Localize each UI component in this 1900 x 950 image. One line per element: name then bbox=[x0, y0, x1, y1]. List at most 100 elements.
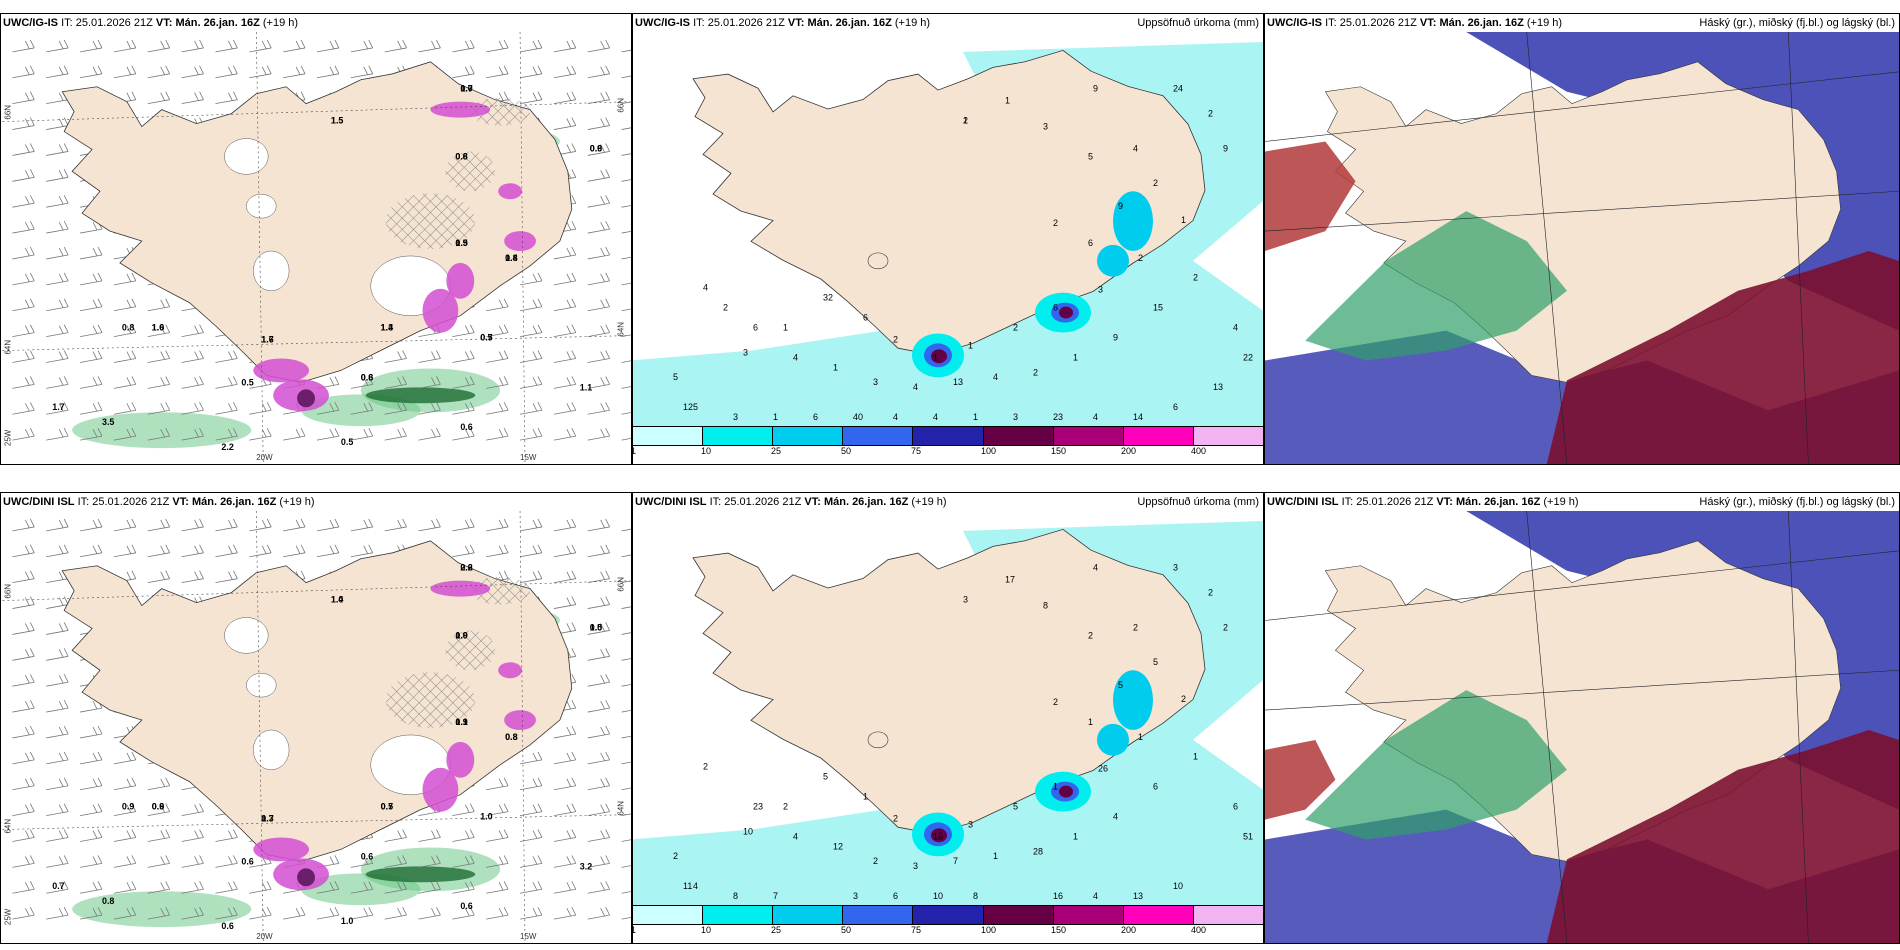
precip-value: 12 bbox=[683, 402, 693, 412]
wind-barb bbox=[553, 881, 577, 894]
wind-barb bbox=[587, 906, 610, 920]
wind-barb bbox=[316, 402, 340, 415]
legend-tick: 25 bbox=[770, 925, 781, 935]
panel-cloud-igis: UWC/IG-IS IT: 25.01.2026 21Z VT: Mán. 26… bbox=[1264, 13, 1900, 465]
wind-barb bbox=[621, 916, 631, 920]
wind-barb bbox=[181, 544, 204, 558]
precip-value: 2 bbox=[1223, 622, 1228, 632]
wind-barb bbox=[147, 777, 171, 791]
wind-barb bbox=[553, 725, 577, 739]
legend-tick: 150 bbox=[1051, 925, 1067, 935]
precip-map-svg: 1111424444455666213461112139151362223405… bbox=[633, 32, 1263, 426]
wind-barb bbox=[587, 246, 610, 260]
wind-barb bbox=[587, 855, 610, 868]
precip-value: 7 bbox=[773, 891, 778, 901]
wind-barb bbox=[621, 554, 631, 558]
precip-value: 15 bbox=[1153, 303, 1163, 313]
wind-value: 1.0 bbox=[590, 622, 602, 632]
wind-barb bbox=[12, 376, 35, 389]
precip-value: 6 bbox=[813, 412, 818, 422]
wind-barb bbox=[621, 101, 631, 105]
wind-barb bbox=[215, 906, 238, 920]
wind-barb bbox=[12, 324, 35, 337]
wind-barb bbox=[553, 91, 577, 105]
wind-barb bbox=[249, 39, 272, 53]
wind-barb bbox=[249, 65, 272, 79]
wind-barb bbox=[113, 298, 137, 312]
panel-cloud-dini: UWC/DINI ISL IT: 25.01.2026 21Z VT: Mán.… bbox=[1264, 492, 1900, 944]
wind-barb bbox=[181, 350, 204, 363]
legend-tick: 75 bbox=[910, 925, 921, 935]
precip-value: 2 bbox=[1053, 697, 1058, 707]
wind-value: 1.3 bbox=[261, 814, 273, 824]
wind-barb bbox=[12, 91, 35, 105]
grid-line bbox=[2, 101, 630, 122]
wind-value: 1.6 bbox=[152, 323, 164, 333]
wind-value: 1.4 bbox=[331, 595, 343, 605]
wind-value: 3.2 bbox=[580, 861, 592, 871]
panel-precip-dini: UWC/DINI ISL IT: 25.01.2026 21Z VT: Mán.… bbox=[632, 492, 1264, 944]
wind-barb bbox=[147, 350, 171, 363]
wind-value: 0.7 bbox=[261, 814, 273, 824]
wind-barb bbox=[621, 412, 631, 415]
legend-swatch bbox=[773, 427, 844, 445]
wind-barb bbox=[181, 65, 204, 79]
precip-value: 5 bbox=[1153, 657, 1158, 667]
wind-barb bbox=[12, 169, 35, 182]
precip-value: 6 bbox=[863, 313, 868, 323]
wind-barb bbox=[215, 350, 238, 363]
precip-value: 14 bbox=[1133, 412, 1143, 422]
precip-value: 1 bbox=[783, 323, 788, 333]
hatched-area bbox=[445, 151, 496, 192]
wind-barb bbox=[621, 761, 631, 765]
wind-barb bbox=[181, 881, 204, 894]
wind-barb bbox=[12, 596, 35, 609]
wind-barb bbox=[316, 881, 340, 894]
precip-value: 5 bbox=[693, 402, 698, 412]
wind-barb bbox=[46, 906, 69, 920]
wind-barb bbox=[113, 855, 137, 868]
wind-barb bbox=[587, 65, 610, 79]
wind-barb bbox=[418, 881, 441, 894]
wind-barb bbox=[553, 324, 577, 337]
precip-value: 9 bbox=[1118, 201, 1123, 211]
wind-barb bbox=[621, 606, 631, 609]
valid-time: Mán. 26.jan. 16Z bbox=[807, 17, 892, 29]
wind-barb bbox=[519, 751, 543, 765]
axis-label: 66N bbox=[3, 105, 12, 120]
wind-barb bbox=[80, 803, 103, 816]
wind-value: 0.9 bbox=[455, 238, 467, 248]
wind-barb bbox=[215, 65, 238, 79]
wind-barb bbox=[215, 402, 238, 415]
wind-barb bbox=[80, 298, 103, 312]
grid-line bbox=[1526, 32, 1568, 464]
legend-tick: 200 bbox=[1121, 925, 1137, 935]
legend-swatch bbox=[703, 906, 774, 924]
wind-barb bbox=[113, 829, 137, 842]
wind-barb bbox=[452, 324, 475, 337]
wind-barb bbox=[316, 65, 340, 79]
precip-value: 2 bbox=[1138, 253, 1143, 263]
wind-value: 0.9 bbox=[590, 143, 602, 153]
precip-value: 1 bbox=[933, 352, 938, 362]
wind-value: 1.0 bbox=[152, 323, 164, 333]
wind-value: 0.5 bbox=[590, 622, 602, 632]
wind-barb bbox=[621, 230, 631, 234]
precip-value: 2 bbox=[963, 116, 968, 126]
legend-swatch bbox=[1193, 906, 1263, 924]
wind-barb bbox=[519, 298, 543, 312]
wind-barb bbox=[384, 855, 407, 868]
wind-barb bbox=[553, 39, 577, 53]
wind-barb bbox=[80, 402, 103, 415]
precip-value: 3 bbox=[963, 595, 968, 605]
precip-value: 4 bbox=[1093, 412, 1098, 422]
purple-patch bbox=[253, 358, 310, 383]
wind-barb bbox=[181, 39, 204, 53]
wind-barb bbox=[587, 881, 610, 894]
precip-value: 4 bbox=[1133, 143, 1138, 153]
legend-tick: 50 bbox=[841, 446, 852, 456]
wind-barb bbox=[621, 684, 631, 687]
axis-label: 64N bbox=[617, 801, 626, 816]
panel-title: Uppsöfnuð úrkoma (mm) bbox=[1137, 17, 1259, 29]
